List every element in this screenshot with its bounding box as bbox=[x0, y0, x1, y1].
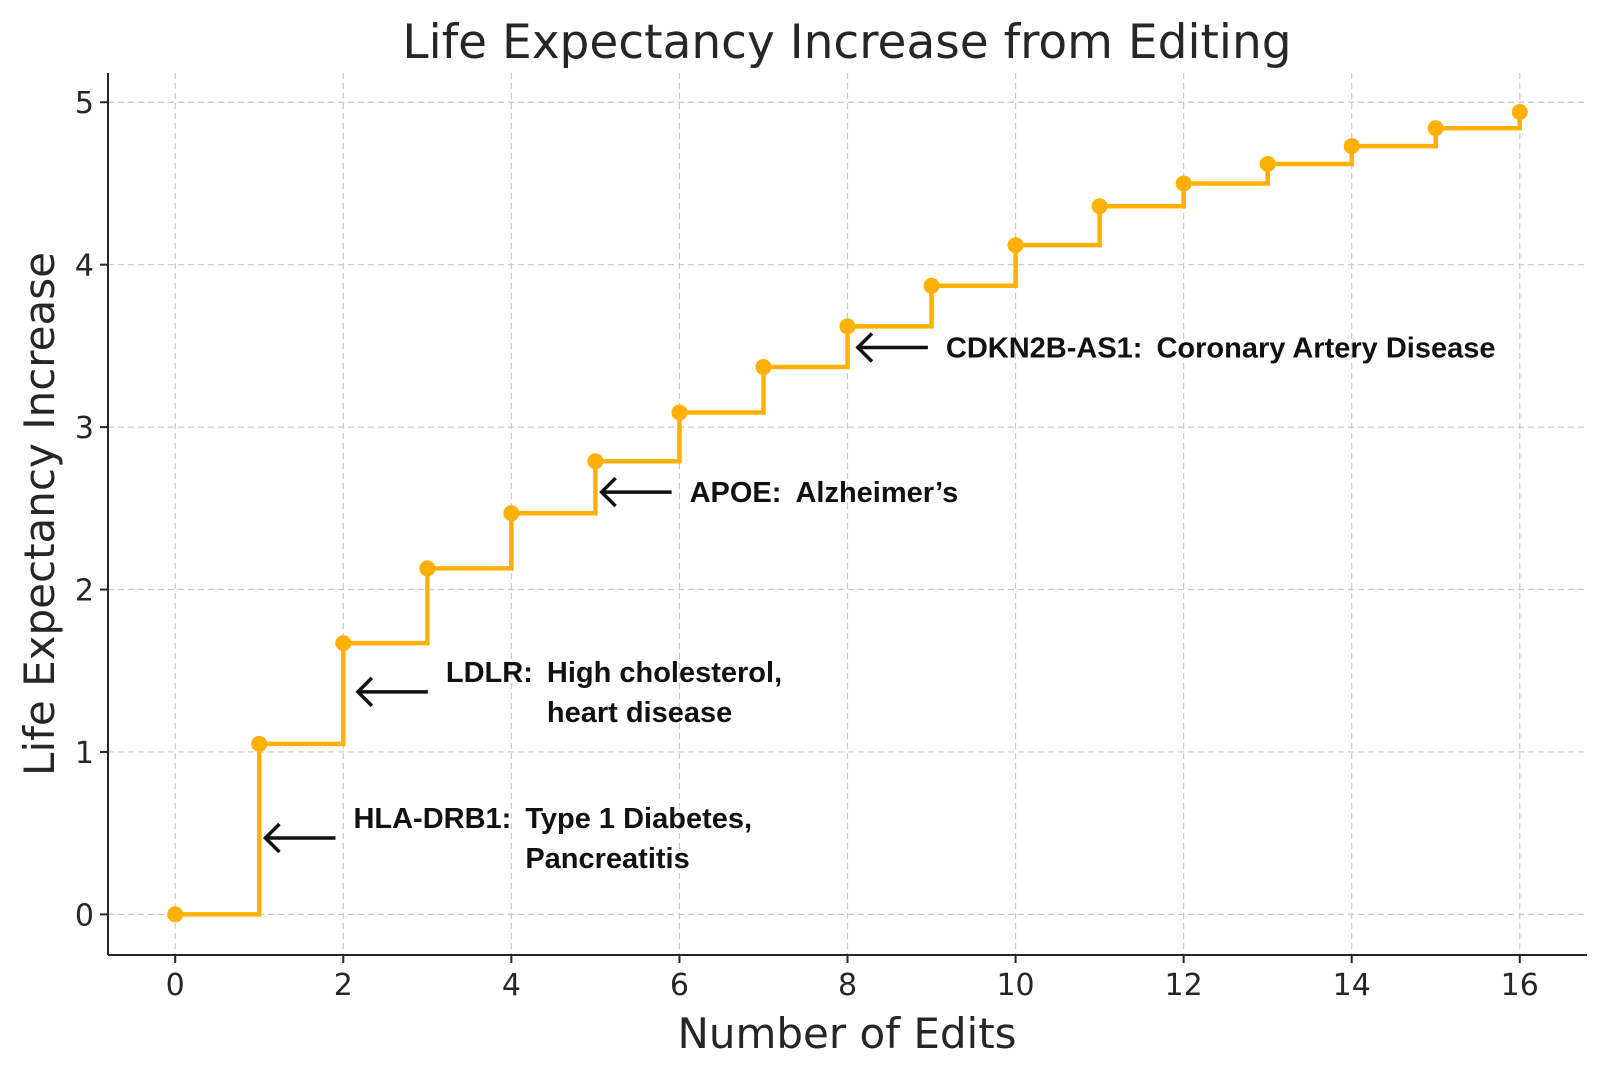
data-point bbox=[503, 505, 520, 522]
annotation-label: LDLR: bbox=[446, 657, 533, 689]
x-axis-label: Number of Edits bbox=[677, 1009, 1016, 1058]
series bbox=[167, 103, 1528, 923]
data-point bbox=[1343, 138, 1360, 155]
x-tick-label: 6 bbox=[670, 968, 689, 1003]
x-tick-label: 2 bbox=[334, 968, 353, 1003]
annotation-text: Coronary Artery Disease bbox=[1156, 333, 1495, 365]
annotation-text: Type 1 Diabetes, bbox=[525, 803, 752, 835]
x-tick-label: 8 bbox=[838, 968, 857, 1003]
annotation-text: High cholesterol, bbox=[547, 657, 782, 689]
annotation-arrowhead bbox=[355, 676, 374, 708]
x-tick-label: 4 bbox=[502, 968, 521, 1003]
grid bbox=[108, 73, 1587, 955]
annotations: HLA-DRB1: Type 1 Diabetes, Pancreatitis LDL… bbox=[262, 332, 1496, 875]
data-point bbox=[755, 359, 772, 375]
annotation-label: APOE: bbox=[690, 477, 782, 509]
data-point bbox=[335, 635, 352, 652]
annotation-arrowhead bbox=[262, 822, 281, 854]
data-point bbox=[1007, 237, 1024, 254]
x-tick-label: 0 bbox=[166, 968, 185, 1003]
data-point bbox=[1259, 155, 1276, 172]
data-point bbox=[1175, 175, 1192, 192]
y-tick-label: 5 bbox=[75, 86, 94, 121]
annotation-arrowhead bbox=[855, 332, 874, 363]
y-tick-label: 1 bbox=[75, 736, 94, 771]
data-point bbox=[419, 560, 436, 577]
data-point bbox=[167, 906, 184, 923]
x-tick-label: 14 bbox=[1333, 968, 1371, 1003]
annotation-label: HLA-DRB1: bbox=[353, 803, 511, 835]
y-tick-label: 3 bbox=[75, 411, 94, 446]
chart-title: Life Expectancy Increase from Editing bbox=[402, 15, 1291, 70]
data-point bbox=[671, 404, 688, 421]
x-tick-label: 16 bbox=[1501, 968, 1539, 1003]
y-axis-label: Life Expectancy Increase bbox=[15, 252, 64, 776]
y-tick-label: 4 bbox=[75, 249, 94, 284]
y-tick-label: 0 bbox=[75, 898, 94, 933]
data-point bbox=[1511, 103, 1528, 120]
annotation-label: CDKN2B-AS1: bbox=[946, 333, 1143, 365]
data-point bbox=[1091, 198, 1108, 215]
data-point bbox=[1427, 120, 1444, 137]
x-tick-label: 10 bbox=[996, 968, 1034, 1003]
annotation-text: heart disease bbox=[547, 697, 732, 729]
x-tick-label: 12 bbox=[1165, 968, 1203, 1003]
data-point bbox=[251, 735, 268, 752]
y-tick-label: 2 bbox=[75, 574, 94, 609]
data-point bbox=[587, 453, 604, 470]
annotation-arrowhead bbox=[599, 476, 617, 508]
data-point bbox=[923, 277, 940, 294]
annotation-text: Pancreatitis bbox=[525, 843, 689, 875]
data-point bbox=[839, 318, 856, 335]
annotation-text: Alzheimer’s bbox=[795, 477, 958, 509]
